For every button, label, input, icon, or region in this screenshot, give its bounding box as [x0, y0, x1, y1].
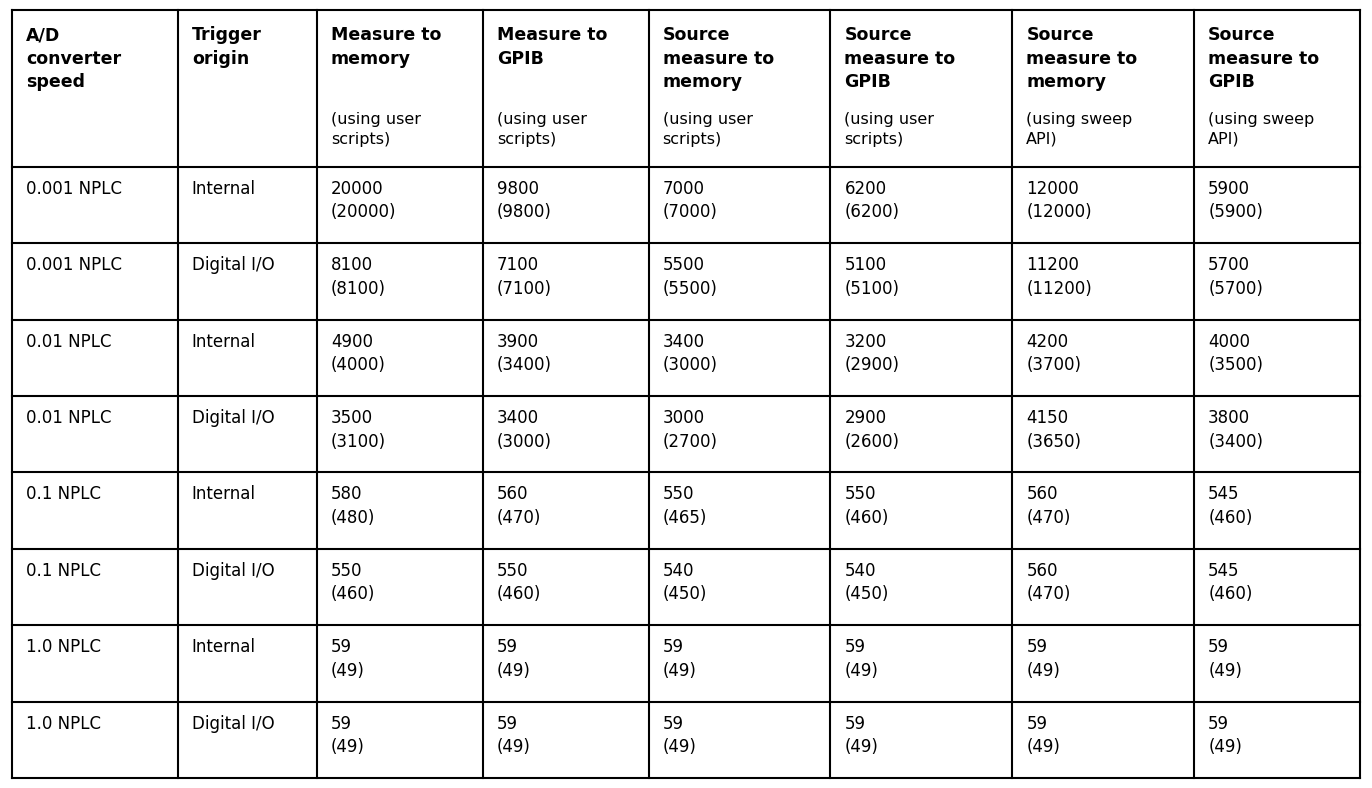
Text: 540
(450): 540 (450): [844, 562, 889, 604]
Text: Internal: Internal: [192, 638, 255, 656]
Text: 560
(470): 560 (470): [497, 485, 541, 527]
Text: 59
(49): 59 (49): [1209, 715, 1242, 756]
Text: (using user
scripts): (using user scripts): [663, 112, 753, 147]
Text: Digital I/O: Digital I/O: [192, 256, 274, 274]
Text: 3400
(3000): 3400 (3000): [663, 333, 718, 374]
Text: 560
(470): 560 (470): [1026, 562, 1070, 604]
Text: 12000
(12000): 12000 (12000): [1026, 180, 1092, 221]
Text: 59
(49): 59 (49): [844, 715, 878, 756]
Text: 3000
(2700): 3000 (2700): [663, 409, 718, 451]
Text: Source
measure to
memory: Source measure to memory: [663, 26, 774, 91]
Text: 59
(49): 59 (49): [663, 638, 697, 680]
Text: 0.1 NPLC: 0.1 NPLC: [26, 485, 102, 504]
Text: 4150
(3650): 4150 (3650): [1026, 409, 1081, 451]
Text: 545
(460): 545 (460): [1209, 485, 1253, 527]
Text: 545
(460): 545 (460): [1209, 562, 1253, 604]
Text: 550
(465): 550 (465): [663, 485, 707, 527]
Text: 7000
(7000): 7000 (7000): [663, 180, 718, 221]
Text: 59
(49): 59 (49): [1209, 638, 1242, 680]
Text: Source
measure to
GPIB: Source measure to GPIB: [1209, 26, 1320, 91]
Text: 5900
(5900): 5900 (5900): [1209, 180, 1264, 221]
Text: 0.01 NPLC: 0.01 NPLC: [26, 333, 111, 351]
Text: 540
(450): 540 (450): [663, 562, 707, 604]
Text: 59
(49): 59 (49): [663, 715, 697, 756]
Text: 7100
(7100): 7100 (7100): [497, 256, 552, 298]
Text: Internal: Internal: [192, 485, 255, 504]
Text: Source
measure to
GPIB: Source measure to GPIB: [844, 26, 955, 91]
Text: (using user
scripts): (using user scripts): [844, 112, 934, 147]
Text: 5100
(5100): 5100 (5100): [844, 256, 900, 298]
Text: 1.0 NPLC: 1.0 NPLC: [26, 638, 102, 656]
Text: 4900
(4000): 4900 (4000): [331, 333, 386, 374]
Text: 59
(49): 59 (49): [331, 638, 365, 680]
Text: Digital I/O: Digital I/O: [192, 562, 274, 580]
Text: 59
(49): 59 (49): [497, 715, 531, 756]
Text: Trigger
origin: Trigger origin: [192, 26, 262, 68]
Text: Internal: Internal: [192, 180, 255, 198]
Text: (using sweep
API): (using sweep API): [1209, 112, 1314, 147]
Text: 59
(49): 59 (49): [1026, 715, 1061, 756]
Text: 550
(460): 550 (460): [844, 485, 889, 527]
Text: 4000
(3500): 4000 (3500): [1209, 333, 1264, 374]
Text: Measure to
memory: Measure to memory: [331, 26, 442, 68]
Text: Measure to
GPIB: Measure to GPIB: [497, 26, 606, 68]
Text: 0.1 NPLC: 0.1 NPLC: [26, 562, 102, 580]
Text: 59
(49): 59 (49): [497, 638, 531, 680]
Text: Source
measure to
memory: Source measure to memory: [1026, 26, 1137, 91]
Text: 0.001 NPLC: 0.001 NPLC: [26, 256, 122, 274]
Text: 20000
(20000): 20000 (20000): [331, 180, 397, 221]
Text: 3900
(3400): 3900 (3400): [497, 333, 552, 374]
Text: 1.0 NPLC: 1.0 NPLC: [26, 715, 102, 733]
Text: Digital I/O: Digital I/O: [192, 409, 274, 427]
Text: 59
(49): 59 (49): [331, 715, 365, 756]
Text: A/D
converter
speed: A/D converter speed: [26, 26, 121, 91]
Text: 59
(49): 59 (49): [844, 638, 878, 680]
Text: 8100
(8100): 8100 (8100): [331, 256, 386, 298]
Text: 580
(480): 580 (480): [331, 485, 376, 527]
Text: 9800
(9800): 9800 (9800): [497, 180, 552, 221]
Text: Internal: Internal: [192, 333, 255, 351]
Text: (using sweep
API): (using sweep API): [1026, 112, 1132, 147]
Text: 59
(49): 59 (49): [1026, 638, 1061, 680]
Text: 560
(470): 560 (470): [1026, 485, 1070, 527]
Text: 550
(460): 550 (460): [497, 562, 541, 604]
Text: (using user
scripts): (using user scripts): [497, 112, 587, 147]
Text: (using user
scripts): (using user scripts): [331, 112, 421, 147]
Text: 3800
(3400): 3800 (3400): [1209, 409, 1264, 451]
Text: 4200
(3700): 4200 (3700): [1026, 333, 1081, 374]
Text: 0.01 NPLC: 0.01 NPLC: [26, 409, 111, 427]
Text: 2900
(2600): 2900 (2600): [844, 409, 900, 451]
Text: 6200
(6200): 6200 (6200): [844, 180, 900, 221]
Text: 11200
(11200): 11200 (11200): [1026, 256, 1092, 298]
Text: 0.001 NPLC: 0.001 NPLC: [26, 180, 122, 198]
Text: 3400
(3000): 3400 (3000): [497, 409, 552, 451]
Text: 5700
(5700): 5700 (5700): [1209, 256, 1264, 298]
Text: 3500
(3100): 3500 (3100): [331, 409, 386, 451]
Text: Digital I/O: Digital I/O: [192, 715, 274, 733]
Text: 5500
(5500): 5500 (5500): [663, 256, 718, 298]
Text: 3200
(2900): 3200 (2900): [844, 333, 900, 374]
Text: 550
(460): 550 (460): [331, 562, 376, 604]
